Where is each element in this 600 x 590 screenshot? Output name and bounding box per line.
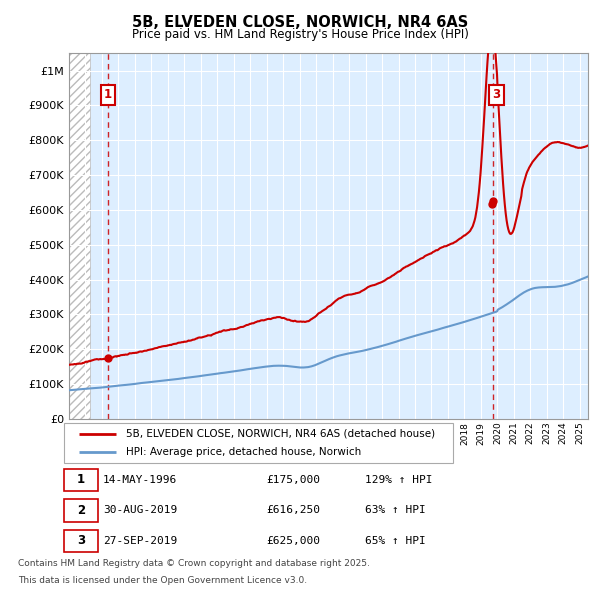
- Text: 1: 1: [77, 473, 85, 486]
- Text: 3: 3: [77, 535, 85, 548]
- Text: 14-MAY-1996: 14-MAY-1996: [103, 475, 177, 485]
- Text: 5B, ELVEDEN CLOSE, NORWICH, NR4 6AS: 5B, ELVEDEN CLOSE, NORWICH, NR4 6AS: [132, 15, 468, 30]
- Text: 63% ↑ HPI: 63% ↑ HPI: [365, 506, 425, 516]
- Bar: [69, 53, 89, 419]
- Text: £616,250: £616,250: [266, 506, 320, 516]
- Text: 2: 2: [77, 504, 85, 517]
- Text: 1: 1: [104, 88, 112, 101]
- FancyBboxPatch shape: [64, 468, 98, 491]
- Text: 129% ↑ HPI: 129% ↑ HPI: [365, 475, 433, 485]
- Text: 27-SEP-2019: 27-SEP-2019: [103, 536, 177, 546]
- Text: Price paid vs. HM Land Registry's House Price Index (HPI): Price paid vs. HM Land Registry's House …: [131, 28, 469, 41]
- Text: HPI: Average price, detached house, Norwich: HPI: Average price, detached house, Norw…: [126, 447, 361, 457]
- FancyBboxPatch shape: [64, 499, 98, 522]
- FancyBboxPatch shape: [64, 530, 98, 552]
- Text: 5B, ELVEDEN CLOSE, NORWICH, NR4 6AS (detached house): 5B, ELVEDEN CLOSE, NORWICH, NR4 6AS (det…: [126, 429, 435, 439]
- Text: 65% ↑ HPI: 65% ↑ HPI: [365, 536, 425, 546]
- Text: This data is licensed under the Open Government Licence v3.0.: This data is licensed under the Open Gov…: [18, 576, 307, 585]
- Text: £175,000: £175,000: [266, 475, 320, 485]
- Text: £625,000: £625,000: [266, 536, 320, 546]
- Text: 3: 3: [493, 88, 500, 101]
- Text: Contains HM Land Registry data © Crown copyright and database right 2025.: Contains HM Land Registry data © Crown c…: [18, 559, 370, 568]
- Text: 30-AUG-2019: 30-AUG-2019: [103, 506, 177, 516]
- FancyBboxPatch shape: [64, 424, 453, 463]
